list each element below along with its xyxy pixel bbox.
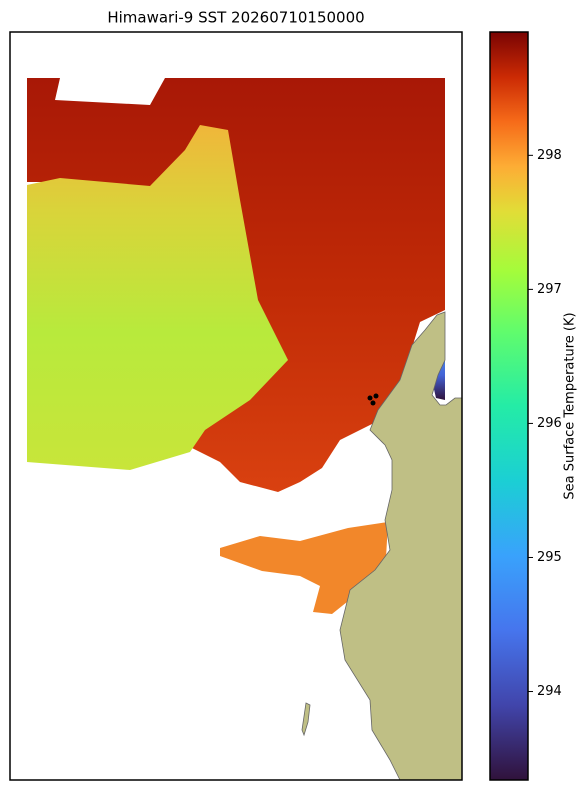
island-dot	[367, 395, 373, 401]
island-dot	[373, 393, 379, 399]
map-frame	[9, 31, 463, 781]
colorbar	[489, 31, 529, 781]
sst-south-patch	[220, 522, 388, 614]
island	[301, 702, 311, 737]
colorbar-label: Sea Surface Temperature (K)	[563, 312, 578, 499]
colorbar-tick-label: 294	[537, 684, 562, 699]
colorbar-tick-label: 295	[537, 550, 562, 565]
land	[339, 311, 462, 780]
map-area	[10, 32, 462, 780]
colorbar-tick-label: 296	[537, 416, 562, 431]
sst-west-region	[27, 125, 288, 470]
colorbar-tick-label: 298	[537, 148, 562, 163]
map-title: Himawari-9 SST 20260710150000	[107, 9, 364, 27]
colorbar-ticks: 294 295 296 297 298	[528, 148, 562, 699]
colorbar-tick-label: 297	[537, 282, 562, 297]
island-dot	[370, 400, 376, 406]
